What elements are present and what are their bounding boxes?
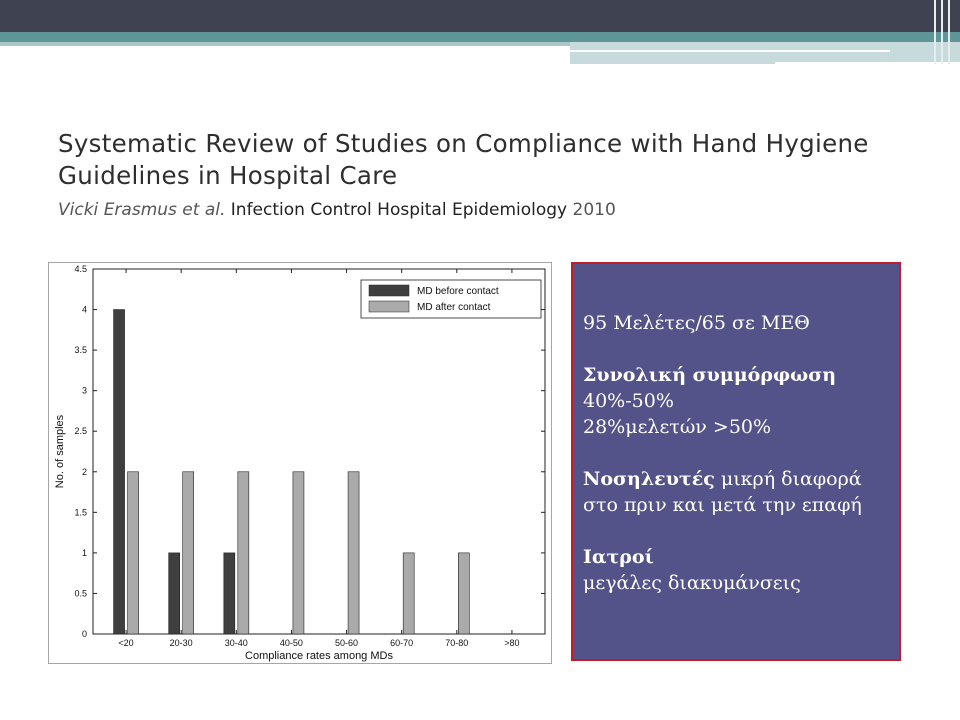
legend-label: MD before contact — [417, 286, 499, 297]
doctors-text: μεγάλες διακυμάνσεις — [583, 572, 801, 594]
y-tick-label: 2 — [82, 467, 87, 477]
header-band-light — [0, 42, 570, 46]
bar-after — [347, 471, 360, 635]
header-band-teal — [0, 32, 960, 42]
x-tick-label: 50-60 — [335, 638, 358, 648]
bar-before — [168, 552, 180, 635]
summary-nurses: Νοσηλευτές μικρή διαφορά στο πριν και με… — [583, 466, 889, 518]
slide-title: Systematic Review of Studies on Complian… — [58, 129, 869, 190]
bar-after — [237, 471, 250, 635]
doctors-heading: Ιατροί — [583, 546, 654, 568]
y-tick-label: 0.5 — [74, 588, 87, 598]
chart-canvas: 0 0.5 1 1.5 2 2.5 3 3.5 4 4.5 <20 20-30 30-40 40-50 50… — [54, 264, 546, 662]
y-axis-label: No. of samples — [54, 414, 66, 488]
y-tick-label: 3 — [82, 386, 87, 396]
bar-after — [182, 471, 194, 635]
nurses-text: μικρή διαφορά στο πριν και μετά την επαφ… — [583, 468, 862, 516]
citation-author-last: Erasmus et al. — [103, 200, 226, 220]
summary-doctors: Ιατροί μεγάλες διακυμάνσεις — [583, 544, 889, 596]
slide-citation: Vicki Erasmus et al. Infection Control H… — [58, 200, 918, 220]
bar-after — [127, 471, 139, 635]
header-stripe — [948, 0, 950, 64]
citation-author-first: Vicki — [58, 200, 99, 220]
citation-year: 2010 — [572, 200, 616, 220]
bar-before — [223, 552, 236, 635]
legend-swatch — [368, 300, 410, 313]
y-tick-label: 3.5 — [74, 345, 87, 355]
summary-studies: 95 Μελέτες/65 σε ΜΕΘ — [583, 310, 889, 336]
nurses-heading: Νοσηλευτές — [583, 468, 715, 490]
overall-range: 40%-50% — [583, 390, 674, 412]
x-tick-label: 70-80 — [445, 638, 468, 648]
compliance-chart: 0 0.5 1 1.5 2 2.5 3 3.5 4 4.5 <20 20-30 30-40 40-50 50… — [48, 262, 552, 664]
header-rule-short — [775, 62, 960, 64]
legend-swatch — [368, 284, 410, 297]
overall-heading: Συνολική συμμόρφωση — [583, 364, 837, 386]
header-rule — [570, 50, 890, 52]
x-tick-label: <20 — [118, 638, 133, 648]
citation-journal: Infection Control Hospital Epidemiology — [230, 200, 568, 220]
summary-box: 95 Μελέτες/65 σε ΜΕΘ Συνολική συμμόρφωση… — [571, 262, 901, 661]
y-tick-label: 0 — [82, 629, 87, 639]
plot-area — [92, 268, 546, 635]
y-tick-label: 1.5 — [74, 507, 87, 517]
x-tick-label: 40-50 — [280, 638, 303, 648]
y-tick-label: 4 — [82, 305, 87, 315]
header-band-dark — [0, 0, 960, 32]
y-tick-label: 1 — [82, 548, 87, 558]
x-tick-label: 30-40 — [225, 638, 248, 648]
header-stripe — [941, 0, 943, 64]
bar-after — [402, 552, 415, 635]
bar-before — [113, 309, 125, 635]
x-tick-label: 20-30 — [170, 638, 193, 648]
legend-label: MD after contact — [417, 302, 491, 313]
summary-studies-text: 95 Μελέτες/65 σε ΜΕΘ — [583, 312, 810, 334]
x-axis-label: Compliance rates among MDs — [245, 650, 393, 662]
overall-share: 28%μελετών >50% — [583, 416, 772, 438]
x-tick-label: >80 — [504, 638, 519, 648]
y-tick-label: 4.5 — [74, 264, 87, 274]
header-stripe — [934, 0, 936, 64]
bar-after — [458, 552, 470, 635]
bar-after — [292, 471, 305, 635]
summary-overall: Συνολική συμμόρφωση 40%-50% 28%μελετών >… — [583, 362, 889, 440]
y-tick-label: 2.5 — [74, 426, 87, 436]
header-band-right — [570, 42, 960, 64]
x-tick-label: 60-70 — [390, 638, 413, 648]
